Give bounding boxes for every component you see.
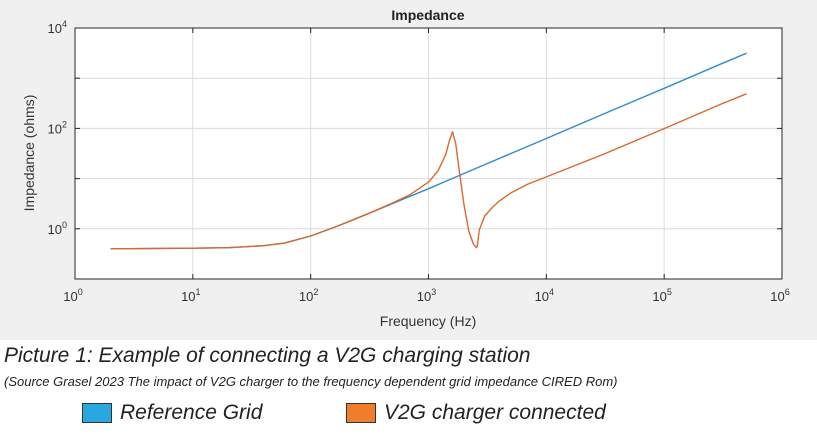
y-tick-label: 104 <box>48 19 67 36</box>
x-tick-label: 102 <box>299 287 318 304</box>
x-axis-label: Frequency (Hz) <box>380 313 476 329</box>
legend-swatch-v2g-charger <box>346 403 376 423</box>
legend-item-reference-grid: Reference Grid <box>82 398 262 428</box>
figure-source: (Source Grasel 2023 The impact of V2G ch… <box>4 374 618 389</box>
y-tick-label: 102 <box>48 119 67 136</box>
tick-labels: 100 101 102 103 104 105 106 100 102 104 <box>48 19 790 304</box>
x-tick-label: 101 <box>181 287 200 304</box>
impedance-chart: 100 101 102 103 104 105 106 100 102 104 Impedance… <box>21 7 790 329</box>
x-tick-label: 105 <box>652 287 671 304</box>
legend-label-reference-grid: Reference Grid <box>120 401 263 424</box>
chart-title: Impedance <box>391 7 464 23</box>
legend-swatch-reference-grid <box>82 403 112 423</box>
figure-caption: Picture 1: Example of connecting a V2G c… <box>4 344 531 367</box>
y-tick-label: 100 <box>48 220 67 237</box>
x-tick-label: 103 <box>417 287 436 304</box>
x-tick-label: 104 <box>535 287 554 304</box>
x-tick-label: 106 <box>770 287 789 304</box>
legend-item-v2g-charger: V2G charger connected <box>346 398 606 428</box>
tick-marks <box>74 27 783 280</box>
y-axis-label: Impedance (ohms) <box>21 95 37 212</box>
series-lines <box>110 52 747 250</box>
series-line-v2g-charger <box>110 93 747 250</box>
chart-figure: 100 101 102 103 104 105 106 100 102 104 Impedance… <box>0 0 817 340</box>
x-tick-label: 100 <box>63 287 82 304</box>
legend-label-v2g-charger: V2G charger connected <box>384 401 606 424</box>
